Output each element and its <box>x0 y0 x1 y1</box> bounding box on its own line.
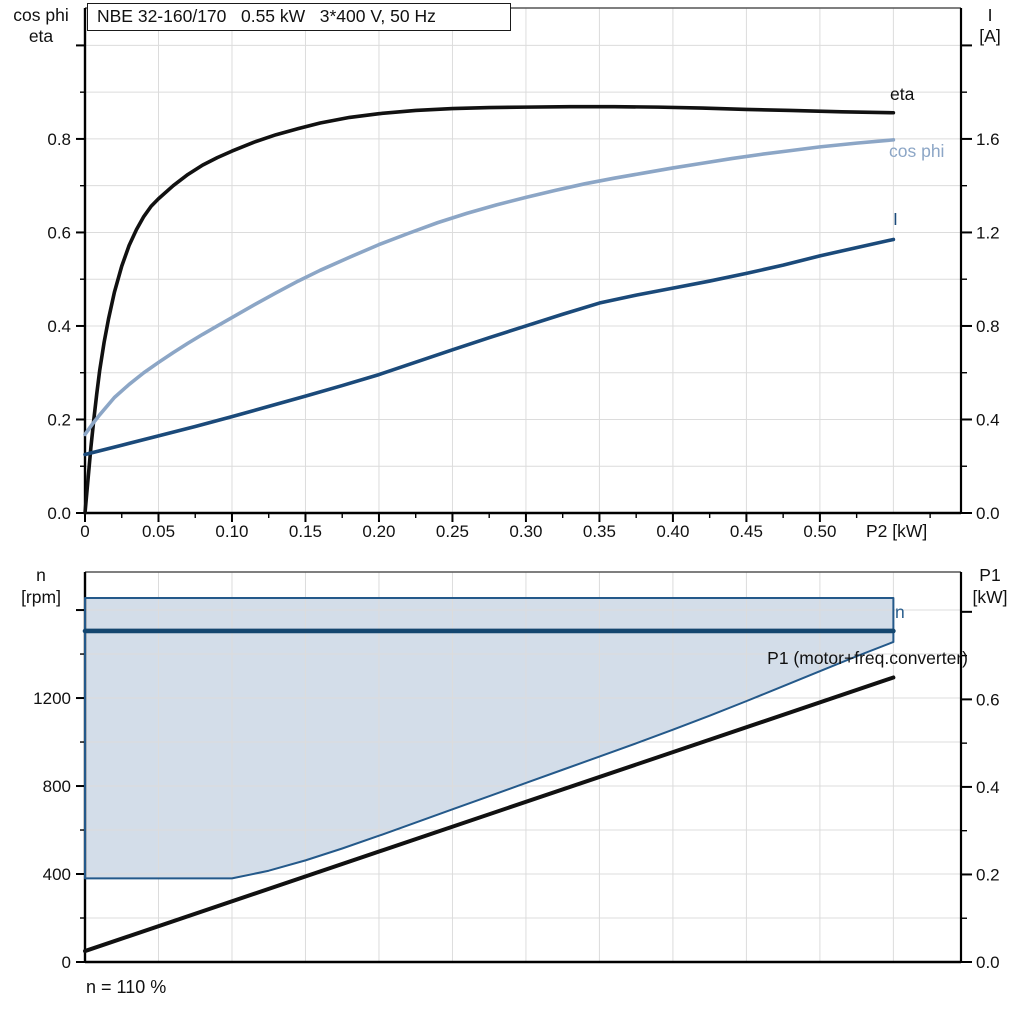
x-tick-label: 0.35 <box>583 522 616 541</box>
cosphi-curve-label: cos phi <box>889 141 945 161</box>
curve-i <box>83 237 896 457</box>
right-axis-title-current: I <box>987 5 993 25</box>
right-tick-label: 0.6 <box>976 690 1000 709</box>
x-tick-label: 0.20 <box>362 522 395 541</box>
chart-title-box: NBE 32-160/170 0.55 kW 3*400 V, 50 Hz <box>87 3 511 31</box>
left-tick-label: 0.0 <box>47 504 71 523</box>
left-tick-label: 0.2 <box>47 410 71 429</box>
x-tick-label: 0.50 <box>803 522 836 541</box>
right-tick-label: 0.4 <box>976 778 1000 797</box>
x-tick-label: 0.40 <box>656 522 689 541</box>
eta-curve-label: eta <box>890 84 915 104</box>
left-axis-unit-rpm: [rpm] <box>21 587 61 607</box>
speed-curve-label: n <box>895 602 905 622</box>
speed-range-border <box>84 596 895 880</box>
x-tick-label: 0.10 <box>215 522 248 541</box>
curve-p1-motor-freq-converter- <box>83 675 896 954</box>
x-axis-title: P2 [kW] <box>866 521 928 541</box>
x-tick-label: 0.15 <box>289 522 322 541</box>
current-curve-label: I <box>893 209 898 229</box>
x-tick-label: 0.45 <box>730 522 763 541</box>
x-tick-label: 0.05 <box>142 522 175 541</box>
left-tick-label: 800 <box>43 777 71 796</box>
left-tick-label: 0 <box>62 953 71 972</box>
right-axis-unit-ampere: [A] <box>979 26 1001 46</box>
right-tick-label: 0.0 <box>976 953 1000 972</box>
left-tick-label: 0.6 <box>47 223 71 242</box>
p1-curve-label: P1 (motor+freq.converter) <box>767 648 968 668</box>
left-tick-label: 0.4 <box>47 317 71 336</box>
right-tick-label: 1.2 <box>976 223 1000 242</box>
left-tick-label: 0.8 <box>47 130 71 149</box>
left-tick-label: 400 <box>43 865 71 884</box>
x-tick-label: 0 <box>80 522 89 541</box>
right-axis-unit-kw: [kW] <box>972 587 1008 607</box>
speed-range-area <box>85 597 894 879</box>
right-tick-label: 1.6 <box>976 130 1000 149</box>
left-axis-title-eta: eta <box>28 26 54 46</box>
right-tick-label: 0.0 <box>976 504 1000 523</box>
right-tick-label: 0.4 <box>976 410 1000 429</box>
right-tick-label: 0.8 <box>976 317 1000 336</box>
left-tick-label: 1200 <box>33 689 71 708</box>
right-axis-title-p1: P1 <box>979 565 1001 585</box>
right-tick-label: 0.2 <box>976 865 1000 884</box>
left-axis-title-cosphi: cos phi <box>13 5 69 25</box>
left-axis-title-speed: n <box>36 565 46 585</box>
curve-cos-phi <box>83 138 896 437</box>
x-tick-label: 0.25 <box>436 522 469 541</box>
x-tick-label: 0.30 <box>509 522 542 541</box>
speed-percentage-note: n = 110 % <box>86 977 167 997</box>
curve-eta <box>83 104 896 515</box>
